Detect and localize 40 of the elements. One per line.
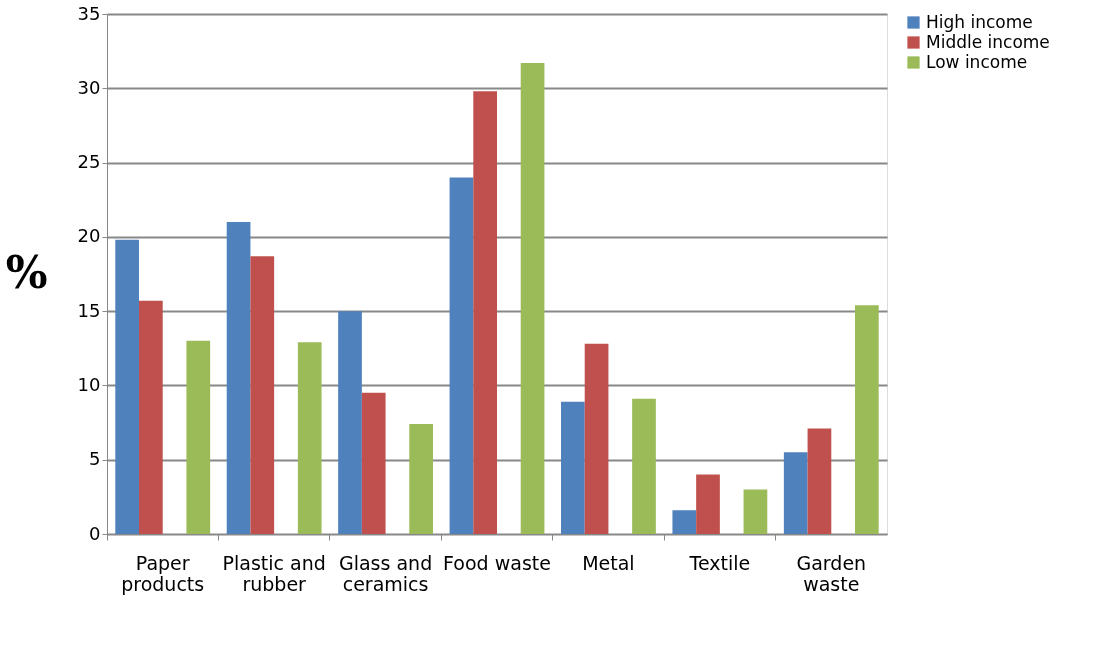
y-axis-title: % [5,246,48,298]
bar [409,424,433,534]
x-tick-label: Glass and ceramics [338,551,433,595]
bar [226,222,251,534]
bar [672,510,697,534]
bar [139,300,163,534]
x-tick-label: Garden waste [796,551,867,595]
y-tick-label: 0 [89,522,101,544]
bar [449,177,474,534]
legend-label: Low income [926,51,1028,72]
bar [115,239,140,534]
legend-label: Middle income [926,31,1050,52]
bar [632,398,656,534]
legend-label: High income [926,11,1033,32]
bar [297,342,322,534]
x-tick-label: Metal [582,551,635,574]
bar [473,91,497,534]
y-tick-label: 10 [77,373,101,395]
y-tick-label: 25 [77,151,101,173]
bar [361,392,386,534]
bar [338,311,362,534]
y-tick-label: 15 [77,299,101,321]
bar [783,452,808,534]
bar [807,428,832,534]
x-tick-label: Food waste [443,551,551,574]
bar [520,63,545,534]
y-tick-label: 5 [89,448,101,470]
x-tick-label: Plastic and rubber [222,551,326,595]
x-tick-label: Textile [688,551,751,574]
bar [696,474,720,534]
y-tick-label: 35 [77,2,101,24]
bar [743,489,768,534]
bar [561,401,585,534]
bar [584,343,609,534]
y-tick-label: 30 [77,76,101,98]
x-tick-label: Paper products [121,551,205,595]
bar [854,305,879,534]
y-tick-label: 20 [77,225,101,247]
bar [250,256,275,534]
bar [186,340,211,534]
